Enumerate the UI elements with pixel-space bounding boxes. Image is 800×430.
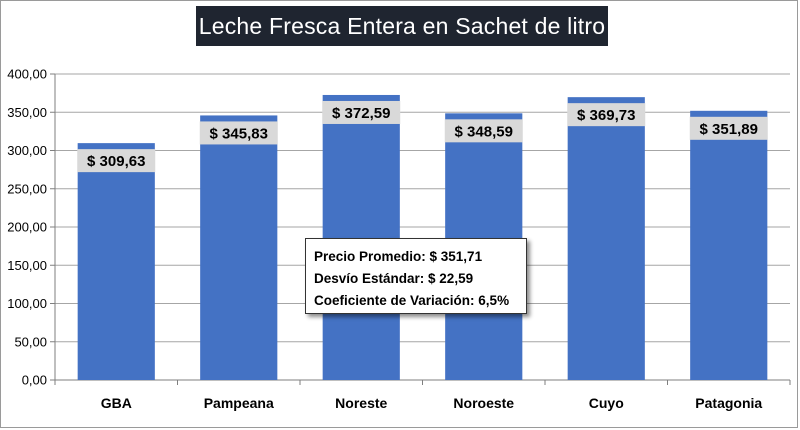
- bar: [77, 143, 155, 380]
- stats-annotation: Precio Promedio: $ 351,71 Desvío Estánda…: [305, 238, 527, 314]
- data-label: $ 309,63: [87, 153, 145, 170]
- y-tick-label: 400,00: [7, 67, 47, 82]
- bar: [322, 94, 400, 380]
- bar: [690, 110, 768, 381]
- stats-coef-variation: Coeficiente de Variación: 6,5%: [314, 293, 510, 308]
- data-label: $ 369,73: [577, 107, 635, 124]
- bar: [567, 97, 645, 380]
- y-tick-label: 300,00: [7, 143, 47, 158]
- bar: [200, 115, 278, 380]
- x-tick-label: Noreste: [335, 395, 387, 411]
- data-label: $ 372,59: [332, 105, 390, 122]
- chart-title-box: Leche Fresca Entera en Sachet de litro: [196, 6, 608, 46]
- y-tick-label: 100,00: [7, 296, 47, 311]
- data-label-bg: [322, 100, 401, 124]
- data-label: $ 348,59: [455, 123, 513, 140]
- y-tick-label: 200,00: [7, 220, 47, 235]
- data-label-bg: [444, 119, 523, 143]
- data-label-bg: [77, 149, 156, 173]
- data-label-bg: [567, 103, 646, 127]
- data-label: $ 345,83: [210, 125, 268, 142]
- x-tick-label: GBA: [101, 395, 132, 411]
- y-tick-label: 150,00: [7, 258, 47, 273]
- y-tick-label: 250,00: [7, 181, 47, 196]
- data-label-bg: [199, 121, 278, 145]
- stats-average: Precio Promedio: $ 351,71: [314, 249, 483, 264]
- y-tick-label: 50,00: [14, 334, 47, 349]
- chart-title: Leche Fresca Entera en Sachet de litro: [198, 12, 606, 39]
- data-label: $ 351,89: [700, 121, 758, 138]
- x-tick-label: Noroeste: [453, 395, 514, 411]
- x-tick-label: Patagonia: [695, 395, 762, 411]
- data-label-bg: [689, 116, 768, 140]
- x-tick-label: Cuyo: [589, 395, 624, 411]
- x-tick-label: Pampeana: [204, 395, 274, 411]
- y-tick-label: 0,00: [22, 373, 47, 388]
- y-tick-label: 350,00: [7, 105, 47, 120]
- stats-std-dev: Desvío Estándar: $ 22,59: [314, 271, 474, 286]
